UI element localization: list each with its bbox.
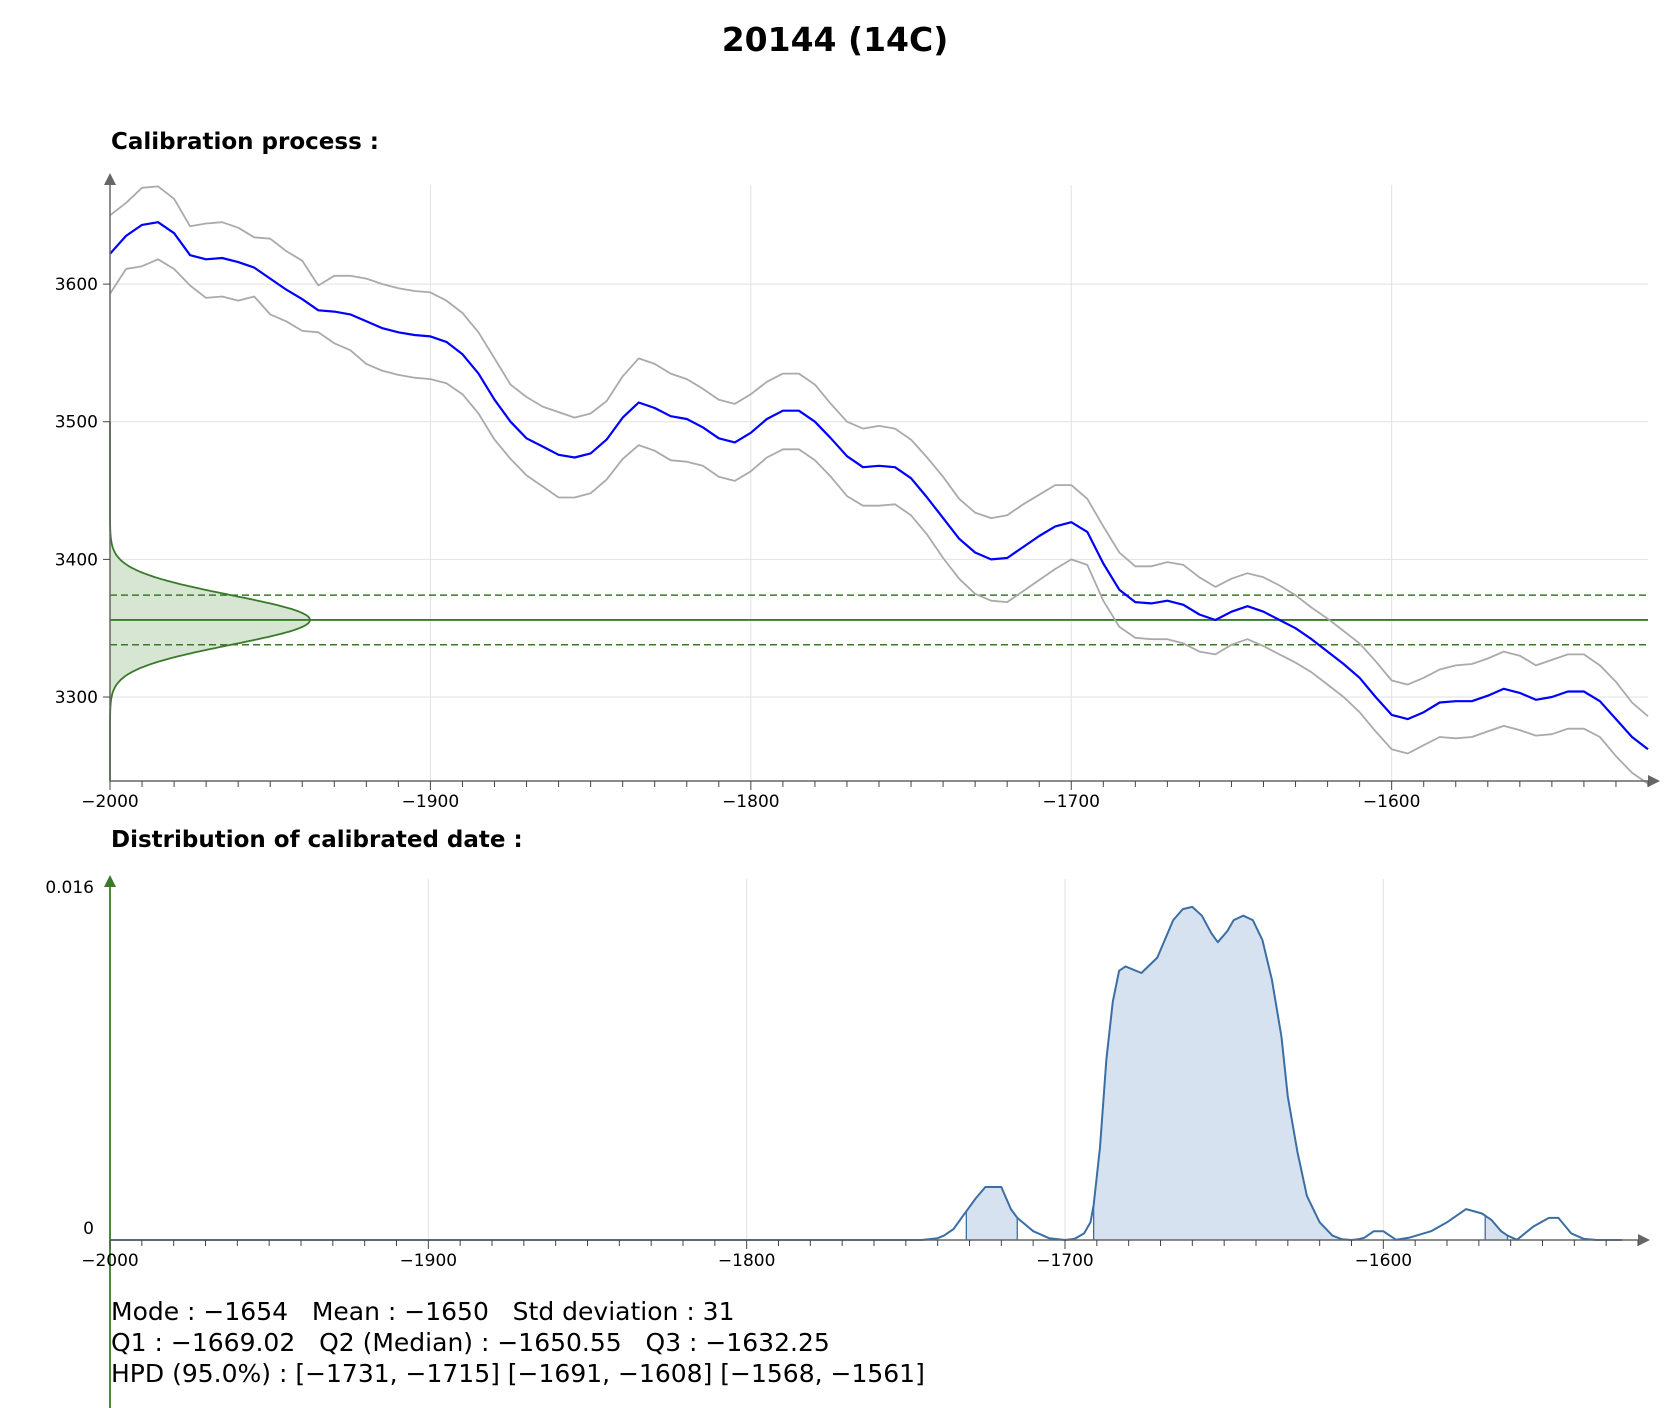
distribution-x-tick-label: −1900 (400, 1251, 458, 1271)
calibration-x-tick-label: −1800 (722, 792, 780, 812)
distribution-section-title: Distribution of calibrated date : (111, 827, 523, 853)
upper-envelope-line (109, 185, 1649, 717)
calibration-y-axis-arrow (104, 173, 116, 185)
stats-line-mode-mean-std: Mode : −1654 Mean : −1650 Std deviation … (111, 1297, 735, 1326)
calibration-x-tick-label: −1700 (1042, 792, 1100, 812)
distribution-y-axis-arrow (104, 875, 116, 887)
calibration-y-tick-label: 3300 (55, 688, 98, 708)
calibration-x-tick-label: −1600 (1363, 792, 1421, 812)
distribution-x-tick-label: −2000 (81, 1251, 139, 1271)
chart-title: 20144 (14C) (721, 20, 949, 59)
calibration-curve-line (109, 221, 1649, 751)
distribution-x-tick-label: −1700 (1036, 1251, 1094, 1271)
distribution-x-axis-arrow (1638, 1234, 1650, 1246)
calibration-x-tick-label: −2000 (81, 792, 139, 812)
distribution-plot (110, 905, 1623, 1241)
lower-envelope-line (109, 258, 1649, 785)
calibration-section-title: Calibration process : (111, 129, 379, 155)
distribution-y-tick-label: 0.016 (45, 878, 94, 898)
calibrated-density-curve (110, 905, 1623, 1241)
calibration-y-tick-label: 3400 (55, 550, 98, 570)
hpd-region (1485, 1215, 1508, 1240)
hpd-region (1093, 906, 1358, 1240)
stats-line-quartiles: Q1 : −1669.02 Q2 (Median) : −1650.55 Q3 … (111, 1328, 830, 1357)
hpd-region (966, 1187, 1018, 1240)
calibration-axes: −2000 −1900 −1800 −1700 −1600 3300 3400 3500 360… (55, 173, 1660, 812)
calibration-plot (109, 185, 1649, 785)
measurement-density-fill (110, 421, 310, 781)
calibration-grid (109, 185, 1648, 781)
distribution-x-tick-label: −1600 (1355, 1251, 1413, 1271)
calibration-y-tick-label: 3500 (55, 413, 98, 433)
calibration-x-axis-arrow (1648, 775, 1660, 787)
distribution-x-tick-label: −1800 (718, 1251, 776, 1271)
stats-line-hpd: HPD (95.0%) : [−1731, −1715] [−1691, −16… (111, 1359, 925, 1388)
statistics-panel: Mode : −1654 Mean : −1650 Std deviation … (111, 1296, 925, 1389)
calibration-x-tick-label: −1900 (402, 792, 460, 812)
calibration-y-tick-label: 3600 (55, 275, 98, 295)
distribution-axes: −2000 −1900 −1800 −1700 −1600 0 0.016 (45, 875, 1650, 1408)
distribution-y-tick-label: 0 (83, 1219, 94, 1239)
